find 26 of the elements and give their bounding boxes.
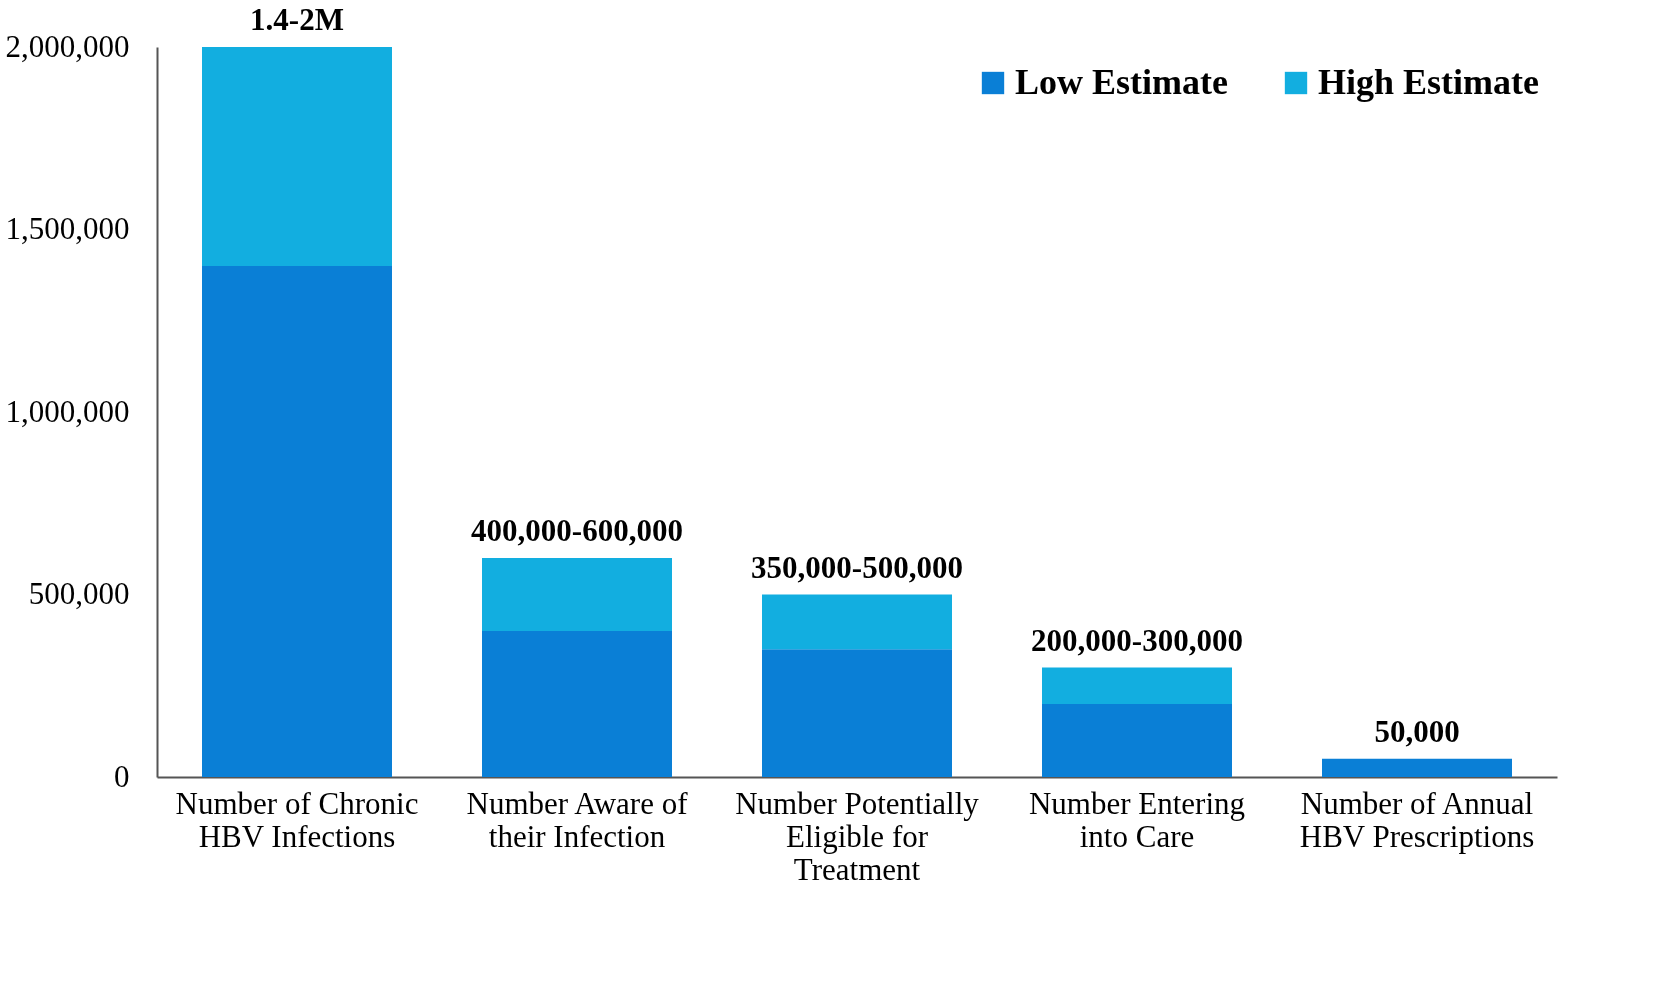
bar — [202, 47, 392, 266]
bar — [482, 558, 672, 631]
y-tick-label: 0 — [114, 758, 130, 794]
bar — [1042, 667, 1232, 704]
total-label: 400,000-600,000 — [471, 513, 683, 548]
bar — [1042, 704, 1232, 777]
total-label: 1.4-2M — [250, 2, 344, 37]
total-label: 50,000 — [1374, 713, 1460, 749]
x-tick-label: Number of Annual HBV Prescriptions — [1299, 785, 1535, 854]
x-tick-label: Number of Chronic HBV Infections — [175, 785, 419, 854]
legend-label: Low Estimate — [1015, 62, 1228, 102]
bar — [482, 631, 672, 777]
y-tick-label: 1,000,000 — [5, 393, 130, 429]
total-label: 200,000-300,000 — [1031, 622, 1243, 658]
bar — [202, 266, 392, 777]
bar — [762, 649, 952, 777]
bar — [1322, 758, 1512, 777]
bar — [762, 594, 952, 650]
y-tick-label: 2,000,000 — [5, 28, 130, 64]
x-tick-label: Number Entering into Care — [1028, 785, 1246, 854]
y-tick-label: 500,000 — [28, 576, 130, 611]
x-tick-label: Number Aware of their Infection — [466, 785, 689, 854]
y-tick-label: 1,500,000 — [5, 211, 130, 246]
legend-label: High Estimate — [1318, 62, 1540, 102]
total-label: 350,000-500,000 — [751, 549, 963, 585]
x-tick-label: Number Potentially Eligible for Treatment — [735, 785, 980, 887]
